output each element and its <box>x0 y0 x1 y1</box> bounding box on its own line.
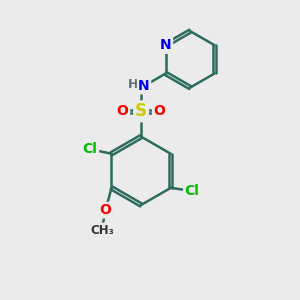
Text: N: N <box>138 79 150 93</box>
Text: O: O <box>154 104 165 118</box>
Text: O: O <box>100 203 112 217</box>
Text: Cl: Cl <box>184 184 200 198</box>
Text: S: S <box>135 102 147 120</box>
Text: Cl: Cl <box>82 142 98 156</box>
Text: CH₃: CH₃ <box>90 224 114 237</box>
Text: H: H <box>128 78 138 91</box>
Text: N: N <box>160 38 172 52</box>
Text: O: O <box>117 104 129 118</box>
